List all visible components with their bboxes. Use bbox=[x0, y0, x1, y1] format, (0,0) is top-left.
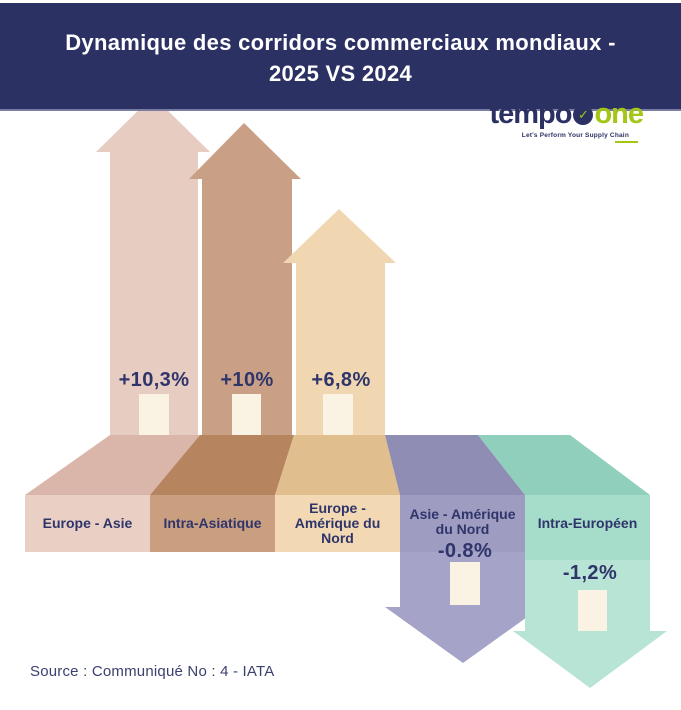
depth-band-intra-asiatique bbox=[150, 435, 294, 495]
logo-word-tempo: tempo bbox=[489, 98, 572, 130]
label-europe-amerique: Europe - Amérique du Nord bbox=[294, 500, 381, 546]
logo-underline bbox=[615, 141, 638, 143]
logo-wordmark: tempo ✓ one bbox=[489, 98, 644, 130]
down-arrow-head-intra-europeen bbox=[513, 631, 667, 688]
check-circle-icon: ✓ bbox=[573, 104, 594, 125]
front-face-asie-amerique bbox=[400, 495, 525, 552]
label-europe-asie: Europe - Asie bbox=[42, 515, 133, 531]
front-face-europe-amerique bbox=[275, 495, 400, 552]
logo-tagline: Let's Perform Your Supply Chain bbox=[521, 132, 629, 139]
tempo-one-logo: tempo ✓ one Let's Perform Your Supply Ch… bbox=[489, 98, 644, 143]
depth-band-europe-amerique bbox=[275, 435, 400, 495]
label-intra-asiatique: Intra-Asiatique bbox=[163, 515, 262, 531]
up-arrow-europe-amerique bbox=[283, 209, 396, 435]
front-face-europe-asie bbox=[25, 495, 150, 552]
down-arrow-head-asie-amerique bbox=[385, 607, 541, 663]
front-face-intra-asiatique bbox=[150, 495, 275, 552]
depth-band-europe-asie bbox=[25, 435, 200, 495]
value-intra-asiatique: +10% bbox=[220, 369, 274, 391]
value-slot-asie-amerique bbox=[450, 562, 480, 605]
up-arrow-intra-asiatique bbox=[189, 123, 301, 435]
page-title-line1: Dynamique des corridors commerciaux mond… bbox=[65, 30, 616, 55]
front-face-intra-europeen bbox=[525, 495, 650, 560]
label-asie-amerique: Asie - Amérique du Nord bbox=[409, 506, 516, 537]
value-europe-asie: +10,3% bbox=[118, 369, 190, 391]
value-intra-europeen: -1,2% bbox=[562, 562, 618, 584]
value-slot-intra-europeen bbox=[578, 590, 607, 631]
page-title-line2: 2025 VS 2024 bbox=[268, 61, 413, 86]
depth-band-asie-amerique bbox=[385, 435, 525, 495]
source-note: Source : Communiqué No : 4 - IATA bbox=[30, 663, 275, 680]
value-europe-amerique: +6,8% bbox=[311, 369, 371, 391]
value-asie-amerique: -0.8% bbox=[437, 540, 493, 562]
up-arrow-europe-asie bbox=[96, 96, 210, 435]
value-slot-europe-amerique bbox=[323, 394, 353, 435]
value-slot-intra-asiatique bbox=[232, 394, 261, 435]
label-intra-europeen: Intra-Européen bbox=[537, 515, 638, 531]
value-slot-europe-asie bbox=[139, 394, 169, 435]
title-banner: Dynamique des corridors commerciaux mond… bbox=[0, 3, 681, 111]
logo-word-one: one bbox=[594, 98, 644, 130]
depth-band-intra-europeen bbox=[478, 435, 650, 495]
